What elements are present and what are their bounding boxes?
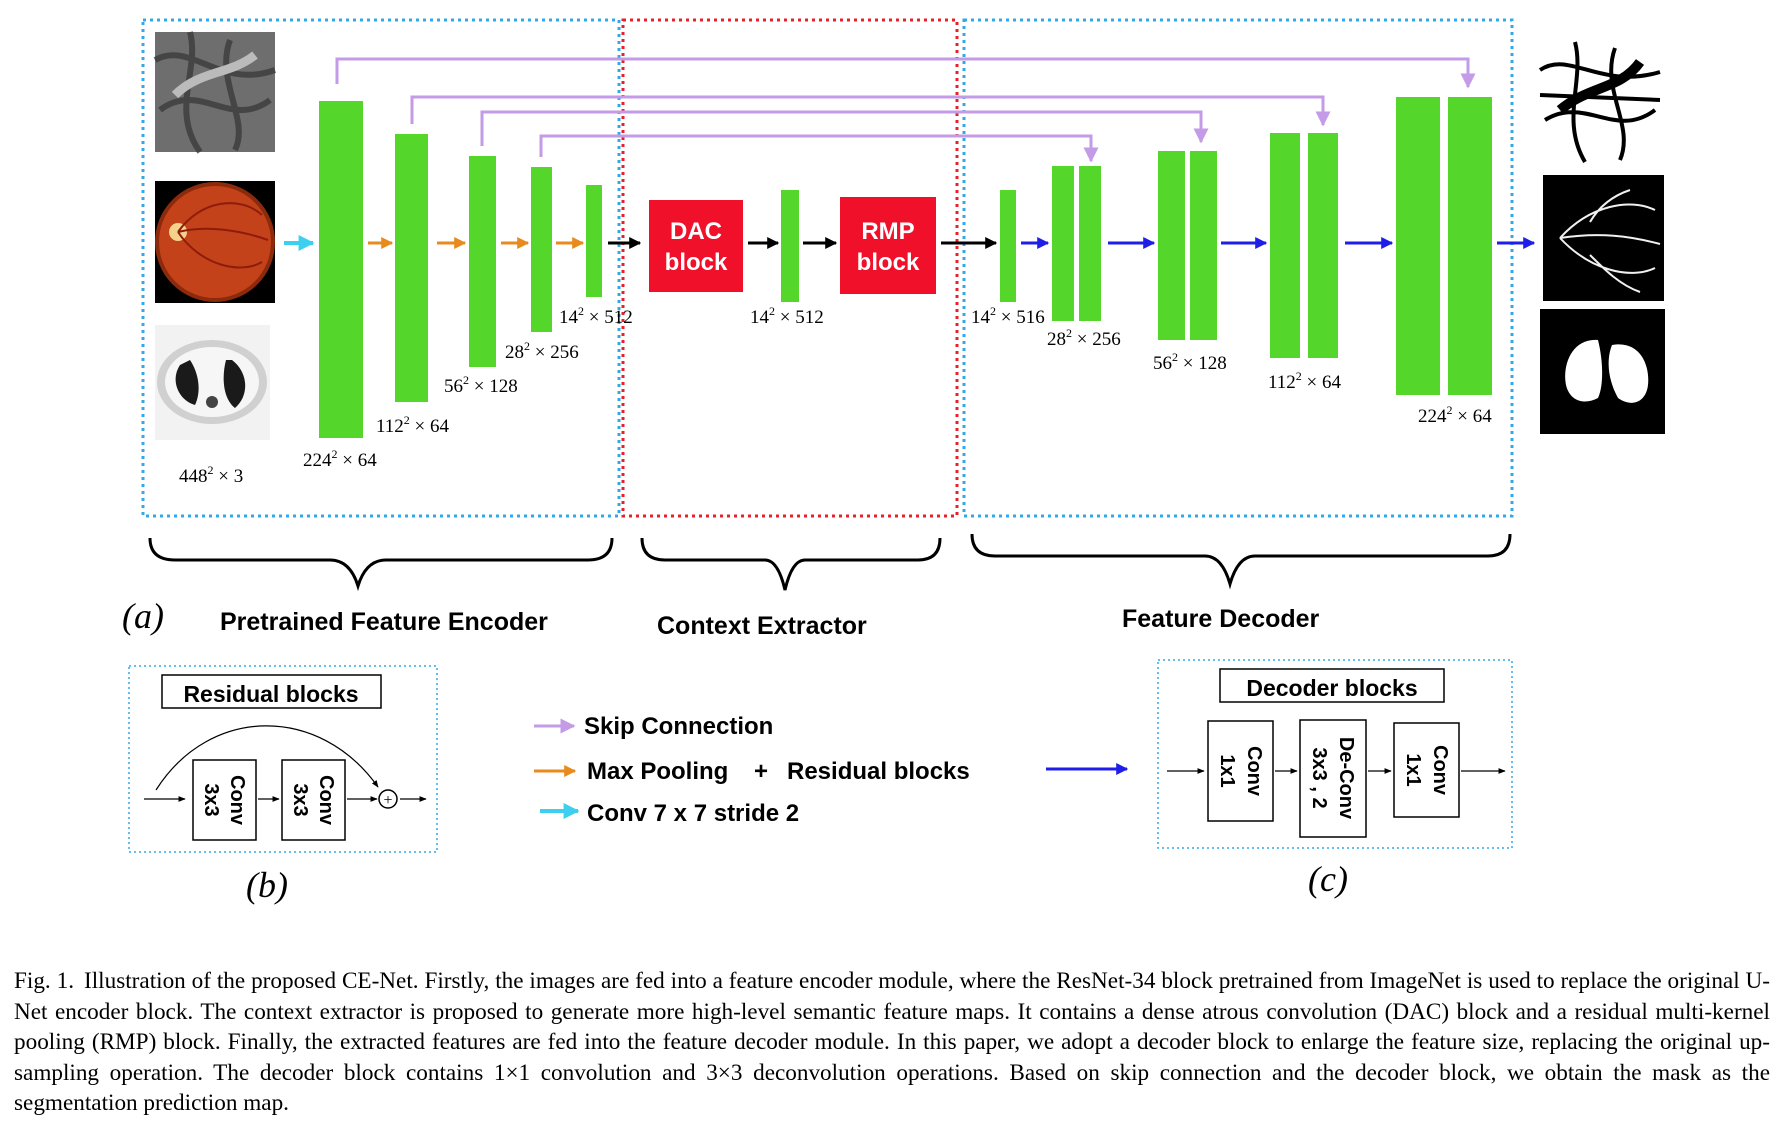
encoder-title: Pretrained Feature Encoder xyxy=(220,608,548,636)
encoder-map-5 xyxy=(586,185,602,297)
legend-maxpool-label: Max Pooling xyxy=(587,758,728,785)
fundus-input-image xyxy=(155,181,275,303)
dim-ctx: 142 × 512 xyxy=(750,304,824,328)
em-input-image xyxy=(153,31,277,154)
dim-enc2: 1122 × 64 xyxy=(376,413,450,437)
panel-label-b: (b) xyxy=(246,865,288,905)
figure-caption-text: Illustration of the proposed CE-Net. Fir… xyxy=(14,968,1771,1117)
dim-enc5: 142 × 512 xyxy=(559,304,633,328)
encoder-map-3 xyxy=(469,156,496,367)
encoder-brace xyxy=(148,537,614,592)
dim-input: 4482 × 3 xyxy=(179,463,243,487)
skip-connection-2 xyxy=(410,95,1331,127)
decoder-panel xyxy=(1157,659,1513,849)
decoder-map-0 xyxy=(1000,190,1016,302)
residual-sum-node xyxy=(378,789,398,809)
skip-connections xyxy=(335,57,1476,163)
decoder-brace xyxy=(970,533,1512,590)
decoder-conv-a xyxy=(1207,720,1274,822)
encoder-map-4 xyxy=(531,167,552,332)
vessel-output-mask xyxy=(1543,175,1664,301)
dim-dec0: 142 × 516 xyxy=(971,304,1045,328)
residual-sum-symbol: + xyxy=(383,792,392,809)
residual-conv-a-line2: 3x3 xyxy=(200,783,222,816)
decoder-title: Feature Decoder xyxy=(1122,605,1320,633)
decoder-map-1a xyxy=(1052,166,1074,321)
dim-enc1: 2242 × 64 xyxy=(303,447,377,471)
residual-conv-b-line1: Conv xyxy=(315,775,337,826)
residual-conv-b xyxy=(281,759,346,841)
skip-connection-1 xyxy=(335,57,1476,89)
decoder-map-3b xyxy=(1308,133,1338,358)
decoder-deconv-line2: 3x3 , 2 xyxy=(1308,747,1330,808)
dim-dec1: 282 × 256 xyxy=(1047,326,1121,350)
dac-block xyxy=(649,200,743,292)
dac-block-label-line2: block xyxy=(665,249,728,276)
dim-dec2: 562 × 128 xyxy=(1153,350,1227,374)
decoder-deconv-line1: De-Conv xyxy=(1335,737,1357,820)
decoder-panel-title: Decoder blocks xyxy=(1246,675,1417,701)
dim-enc3: 562 × 128 xyxy=(444,373,518,397)
decoder-frame xyxy=(962,18,1514,518)
encoder-map-2 xyxy=(395,134,428,402)
dim-dec4: 2242 × 64 xyxy=(1418,403,1492,427)
rmp-block-label-line2: block xyxy=(857,249,920,276)
residual-title: Residual blocks xyxy=(183,681,358,707)
encoder-map-1 xyxy=(319,101,363,438)
em-output-mask xyxy=(1538,41,1661,164)
decoder-conv-b xyxy=(1393,722,1460,818)
legend: Skip Connection Max Pooling + Residual b… xyxy=(534,713,1129,827)
panel-label-c: (c) xyxy=(1308,859,1348,899)
rmp-block xyxy=(840,197,936,294)
legend-skip-label: Skip Connection xyxy=(584,713,773,740)
residual-conv-b-line2: 3x3 xyxy=(289,783,311,816)
lung-output-mask xyxy=(1540,309,1665,434)
decoder-title-box xyxy=(1219,668,1445,703)
legend-residual-label: Residual blocks xyxy=(787,758,970,785)
decoder-conv-b-line1: Conv xyxy=(1429,745,1451,796)
encoder-frame xyxy=(141,18,621,518)
context-brace xyxy=(640,537,942,591)
residual-conv-a-line1: Conv xyxy=(226,775,248,826)
ct-input-image xyxy=(155,325,270,440)
context-frame xyxy=(621,18,959,518)
context-title: Context Extractor xyxy=(657,612,867,640)
rmp-block-label-line1: RMP xyxy=(861,218,914,245)
decoder-deconv xyxy=(1299,719,1367,838)
dac-block-label-line1: DAC xyxy=(670,218,722,245)
decoder-conv-a-line1: Conv xyxy=(1243,746,1265,797)
decoder-map-4a xyxy=(1396,97,1440,395)
figure-caption: Fig. 1. Illustration of the proposed CE-N… xyxy=(14,966,1770,1119)
skip-connection-3 xyxy=(480,110,1209,146)
dim-enc4: 282 × 256 xyxy=(505,339,579,363)
decoder-map-4b xyxy=(1448,97,1492,395)
panel-label-a: (a) xyxy=(122,596,164,636)
residual-conv-a xyxy=(192,759,257,841)
figure-caption-label: Fig. 1. xyxy=(14,968,75,994)
decoder-conv-a-line2: 1x1 xyxy=(1216,754,1238,787)
decoder-map-1b xyxy=(1079,166,1101,321)
legend-plus: + xyxy=(754,758,768,785)
decoder-map-2b xyxy=(1190,151,1217,340)
residual-title-box xyxy=(161,674,382,709)
ce-net-diagram: DAC block RMP block 4482 × xyxy=(122,18,1665,905)
legend-conv7-label: Conv 7 x 7 stride 2 xyxy=(587,800,799,827)
context-map xyxy=(781,190,799,302)
decoder-map-2a xyxy=(1158,151,1185,340)
decoder-map-3a xyxy=(1270,133,1300,358)
dim-dec3: 1122 × 64 xyxy=(1268,369,1342,393)
residual-panel xyxy=(128,665,438,853)
decoder-conv-b-line2: 1x1 xyxy=(1402,753,1424,786)
skip-connection-4 xyxy=(539,134,1099,163)
